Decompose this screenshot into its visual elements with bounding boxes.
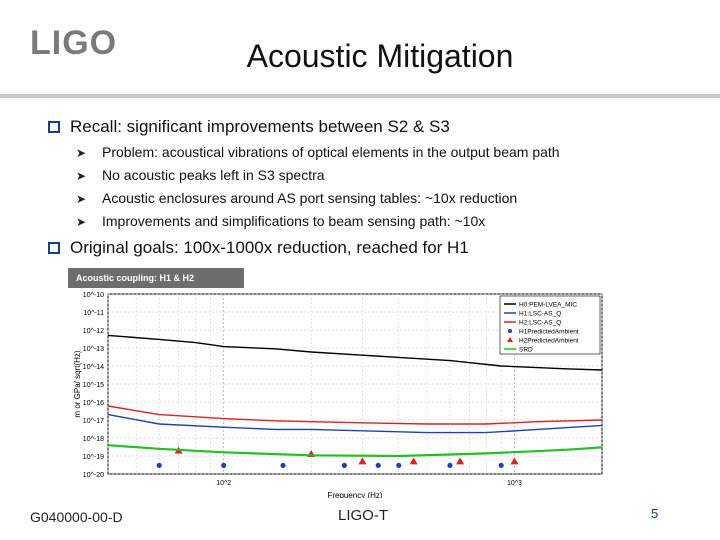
sub-bullet-list: ➤ Problem: acoustical vibrations of optic… <box>76 141 560 233</box>
y-tick-label: 10^-17 <box>83 418 104 425</box>
y-axis-label: m or GPa/ sqrt(Hz) <box>73 350 82 417</box>
x-tick-label: 10^3 <box>507 480 522 487</box>
arrow-bullet-icon: ➤ <box>76 146 87 160</box>
y-tick-label: 10^-11 <box>83 310 104 317</box>
data-point-marker <box>396 462 402 469</box>
arrow-bullet-icon: ➤ <box>76 192 87 206</box>
page-number: 5 <box>651 506 659 521</box>
data-point-marker <box>375 462 381 469</box>
acoustic-coupling-plot: 10^-10 10^-11 10^-12 10^-13 10^-14 10^-15 10^-… <box>68 268 608 500</box>
data-point-marker <box>409 457 418 465</box>
y-tick-label: 10^-14 <box>83 364 104 371</box>
y-tick-label: 10^-16 <box>83 400 104 407</box>
y-tick-label: 10^-10 <box>83 292 104 299</box>
sub-bullet-item: ➤ No acoustic peaks left in S3 spectra <box>76 164 560 187</box>
legend-label: H2:LSC-AS_Q <box>519 320 561 327</box>
bullet-goals: Original goals: 100x-1000x reduction, re… <box>48 238 469 258</box>
arrow-bullet-icon: ➤ <box>76 215 87 229</box>
series-line <box>107 444 603 458</box>
plot-svg: 10^-10 10^-11 10^-12 10^-13 10^-14 10^-15 10^-… <box>73 292 603 500</box>
x-axis-label: Frequency (Hz) <box>327 491 382 498</box>
data-point-marker <box>447 462 453 469</box>
legend-swatch <box>508 329 512 333</box>
legend-swatch <box>507 337 513 342</box>
y-tick-label: 10^-20 <box>83 472 104 479</box>
legend-label: H1:LSC-AS_Q <box>519 311 561 318</box>
footer-doc-tag: LIGO-T <box>338 507 389 524</box>
data-point-marker <box>221 462 227 469</box>
series-line <box>107 413 603 434</box>
checkbox-bullet-icon <box>48 242 60 254</box>
legend-label: SRD <box>519 347 533 354</box>
data-point-marker <box>456 457 465 465</box>
data-point-marker <box>510 457 519 465</box>
sub-bullet-item: ➤ Problem: acoustical vibrations of optic… <box>76 141 560 164</box>
legend-label: H1PredictedAmbient <box>519 329 579 336</box>
sub-bullet-item: ➤ Improvements and simplifications to bea… <box>76 210 560 233</box>
legend-label: H2PredictedAmbient <box>519 338 579 345</box>
data-point-marker <box>341 462 347 469</box>
y-tick-label: 10^-15 <box>83 382 104 389</box>
y-tick-label: 10^-19 <box>83 454 104 461</box>
plot-title: Acoustic coupling: H1 & H2 <box>68 268 244 288</box>
x-tick-label: 10^2 <box>216 480 231 487</box>
series-line <box>107 334 603 371</box>
ligo-logo: LIGO <box>30 24 118 62</box>
data-point-marker <box>156 462 162 469</box>
title-divider <box>0 94 720 98</box>
legend-label: H0:PEM-LVEA_MIC <box>519 302 577 309</box>
series-line <box>107 405 603 425</box>
data-point-marker <box>498 462 504 469</box>
bullet-text: Recall: significant improvements between… <box>70 117 450 136</box>
slide-title: Acoustic Mitigation <box>246 38 514 74</box>
y-tick-label: 10^-12 <box>83 328 104 335</box>
document-number: G040000-00-D <box>30 509 123 525</box>
bullet-recall: Recall: significant improvements between… <box>48 117 450 137</box>
data-point-marker <box>358 457 367 465</box>
bullet-text: Original goals: 100x-1000x reduction, re… <box>70 238 469 257</box>
y-tick-label: 10^-18 <box>83 436 104 443</box>
sub-bullet-item: ➤ Acoustic enclosures around AS port sens… <box>76 187 560 210</box>
checkbox-bullet-icon <box>48 121 60 133</box>
y-tick-label: 10^-13 <box>83 346 104 353</box>
data-point-marker <box>280 462 286 469</box>
legend-box <box>499 295 601 355</box>
arrow-bullet-icon: ➤ <box>76 169 87 183</box>
